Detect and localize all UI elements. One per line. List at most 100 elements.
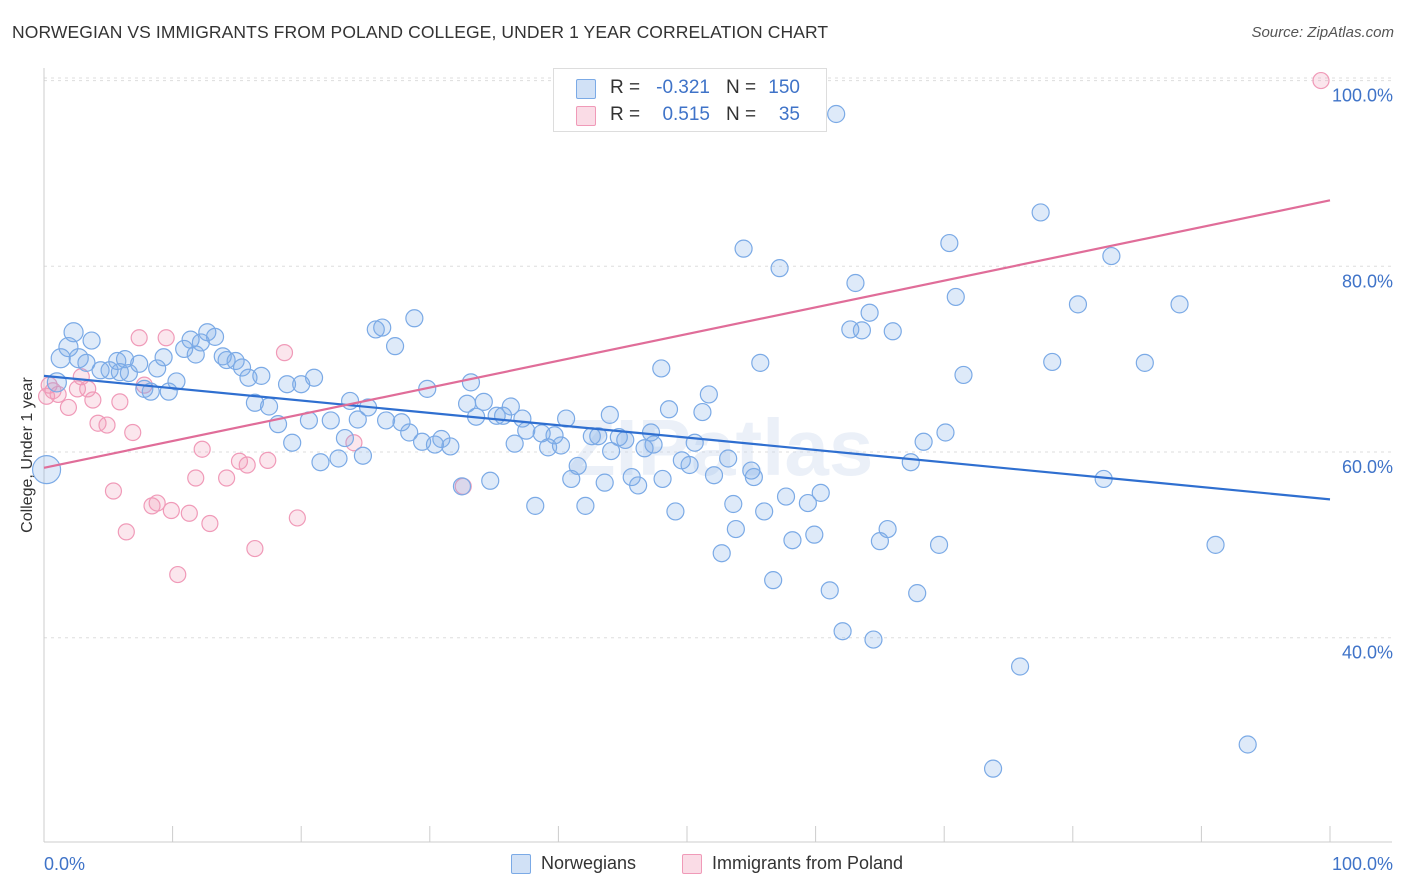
chart-source: Source: ZipAtlas.com xyxy=(1251,24,1394,41)
data-point-norwegians xyxy=(148,359,167,378)
data-point-norwegians xyxy=(704,466,724,485)
data-point-norwegians xyxy=(776,487,796,506)
legend-n-label: N = xyxy=(726,104,757,125)
data-point-norwegians xyxy=(659,400,679,419)
data-point-norwegians xyxy=(252,366,271,385)
data-point-norwegians xyxy=(602,441,621,461)
data-point-immigrants xyxy=(201,514,219,533)
data-point-norwegians xyxy=(878,519,897,539)
data-point-norwegians xyxy=(770,259,789,278)
data-point-norwegians xyxy=(983,759,1003,778)
data-point-norwegians xyxy=(805,525,824,544)
data-point-norwegians xyxy=(653,469,672,489)
data-point-immigrants xyxy=(259,451,277,469)
data-point-immigrants xyxy=(104,482,123,500)
y-tick-label: 80.0% xyxy=(1342,271,1393,291)
data-point-norwegians xyxy=(846,273,865,293)
data-point-norwegians xyxy=(474,392,493,411)
data-point-norwegians xyxy=(366,320,385,339)
data-point-norwegians xyxy=(50,348,71,369)
data-point-norwegians xyxy=(1010,657,1030,676)
data-point-norwegians xyxy=(652,359,671,378)
data-point-norwegians xyxy=(259,397,279,416)
data-point-norwegians xyxy=(744,467,763,487)
data-point-norwegians xyxy=(755,502,774,521)
data-point-norwegians xyxy=(130,354,149,373)
data-point-norwegians xyxy=(635,439,654,458)
x-tick-label: 0.0% xyxy=(44,854,85,874)
data-point-immigrants xyxy=(275,344,294,362)
data-point-immigrants xyxy=(238,456,256,474)
data-point-norwegians xyxy=(783,531,802,550)
data-point-norwegians xyxy=(719,449,738,468)
legend-n-label: N = xyxy=(726,77,757,98)
data-point-norwegians xyxy=(31,455,62,485)
data-point-norwegians xyxy=(405,309,424,328)
trend-lines xyxy=(43,199,1331,501)
data-point-norwegians xyxy=(77,353,96,372)
legend-row-immigrants: R = 0.515 N = 35 xyxy=(554,101,826,129)
data-point-norwegians xyxy=(644,435,663,454)
data-point-norwegians xyxy=(385,337,405,356)
data-point-norwegians xyxy=(526,496,545,515)
data-point-norwegians xyxy=(929,535,949,554)
data-point-immigrants xyxy=(246,539,264,558)
data-point-immigrants xyxy=(218,469,236,487)
data-point-norwegians xyxy=(545,426,564,445)
y-axis-label: College, Under 1 year xyxy=(19,377,36,533)
data-point-immigrants xyxy=(143,497,161,515)
legend-label-immigrants: Immigrants from Poland xyxy=(712,853,904,873)
data-point-norwegians xyxy=(461,373,481,392)
data-point-norwegians xyxy=(833,622,852,641)
data-point-norwegians xyxy=(58,336,79,358)
data-point-norwegians xyxy=(441,437,460,456)
data-point-norwegians xyxy=(724,494,743,514)
data-point-norwegians xyxy=(860,303,879,322)
data-point-norwegians xyxy=(798,493,817,513)
data-point-norwegians xyxy=(1043,352,1062,372)
data-point-norwegians xyxy=(600,405,619,424)
axes xyxy=(43,68,1392,843)
data-point-norwegians xyxy=(186,345,205,364)
data-point-immigrants xyxy=(193,440,211,458)
x-tick-label: 100.0% xyxy=(1332,854,1393,874)
legend-swatch-immigrants xyxy=(682,854,702,874)
correlation-legend: R = -0.321 N = 150 R = 0.515 N = 35 xyxy=(553,68,827,132)
y-tick-label: 60.0% xyxy=(1342,457,1393,477)
data-point-norwegians xyxy=(616,430,635,450)
data-point-immigrants xyxy=(180,504,198,522)
data-point-norwegians xyxy=(595,473,614,492)
data-point-norwegians xyxy=(734,239,753,258)
data-point-norwegians xyxy=(726,519,745,539)
data-point-norwegians xyxy=(852,321,871,340)
chart-title: NORWEGIAN VS IMMIGRANTS FROM POLAND COLL… xyxy=(12,22,829,42)
data-point-norwegians xyxy=(946,287,965,307)
y-tick-label: 100.0% xyxy=(1332,86,1393,106)
data-point-immigrants xyxy=(124,423,142,442)
series-immigrants-from-poland xyxy=(37,71,1330,584)
data-point-norwegians xyxy=(245,393,265,412)
trend-line-immigrants xyxy=(43,199,1331,469)
legend-r-value: -0.321 xyxy=(656,77,710,98)
data-point-immigrants xyxy=(59,398,78,417)
data-point-norwegians xyxy=(329,449,348,468)
data-point-norwegians xyxy=(936,423,955,442)
data-point-norwegians xyxy=(205,327,225,346)
data-point-norwegians xyxy=(115,350,135,369)
data-point-immigrants xyxy=(84,391,102,409)
legend-swatch-immigrants xyxy=(576,106,596,126)
data-point-norwegians xyxy=(699,385,718,404)
data-point-norwegians xyxy=(680,455,699,475)
data-point-norwegians xyxy=(666,502,685,521)
legend-label-norwegians: Norwegians xyxy=(541,853,637,873)
data-point-norwegians xyxy=(311,453,330,472)
data-point-immigrants xyxy=(288,509,306,527)
data-point-norwegians xyxy=(335,428,355,448)
data-point-norwegians xyxy=(481,471,500,490)
data-point-norwegians xyxy=(226,351,245,371)
data-point-norwegians xyxy=(914,432,933,451)
data-point-immigrants xyxy=(98,416,116,434)
legend-r-label: R = xyxy=(610,104,641,125)
data-point-norwegians xyxy=(119,363,138,383)
data-point-norwegians xyxy=(452,477,472,496)
